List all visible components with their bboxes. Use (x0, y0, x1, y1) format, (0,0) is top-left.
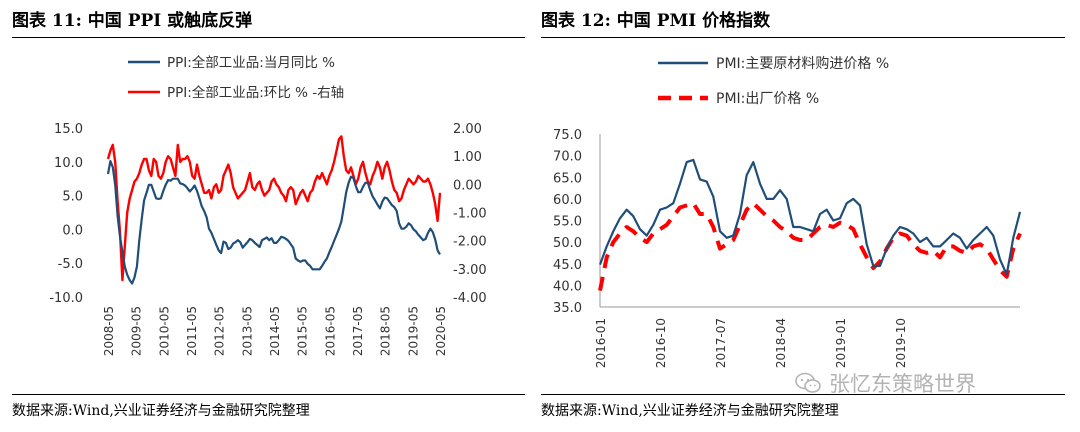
right-y-tick-label: -3.00 (453, 263, 487, 278)
right-source-note: 数据来源:Wind,兴业证券经济与金融研究院整理 (541, 403, 839, 419)
left-x-tick-label: 2017-05 (351, 306, 365, 356)
left-y-tick-label: 0.0 (62, 223, 83, 238)
pmi-x-tick-label: 2019-01 (834, 318, 848, 368)
pmi-y-tick-label: 45.0 (553, 258, 582, 273)
left-chart-title: 图表 11: 中国 PPI 或触底反弹 (12, 11, 253, 31)
left-x-tick-label: 2016-05 (323, 306, 337, 356)
legend-pmi-input-label: PMI:主要原材料购进价格 % (716, 56, 889, 72)
left-y-tick-label: -10.0 (49, 291, 83, 306)
pmi-output-price-line (598, 201, 1022, 291)
right-y-tick-label: 1.00 (453, 150, 482, 165)
left-x-tick-label: 2015-05 (296, 306, 310, 356)
pmi-y-tick-label: 55.0 (553, 215, 582, 230)
right-y-tick-label: -2.00 (453, 235, 487, 250)
left-title-rule (12, 37, 525, 38)
left-x-tick-label: 2020-05 (434, 306, 448, 356)
right-y-tick-label: 0.00 (453, 178, 482, 193)
left-y-tick-label: 5.0 (62, 190, 83, 205)
pmi-x-tick-label: 2016-01 (594, 318, 608, 368)
legend-ppi-mom-label: PPI:全部工业品:环比 % -右轴 (167, 84, 344, 101)
pmi-y-tick-label: 75.0 (553, 128, 582, 143)
pmi-y-tick-label: 35.0 (553, 301, 582, 316)
pmi-y-tick-label: 70.0 (553, 150, 582, 165)
ppi-yoy-line (106, 160, 441, 285)
left-x-tick-label: 2018-05 (379, 306, 393, 356)
left-source-note: 数据来源:Wind,兴业证券经济与金融研究院整理 (12, 403, 310, 419)
right-y-tick-label: -4.00 (453, 291, 487, 306)
right-y-tick-label: -1.00 (453, 207, 487, 222)
pmi-input-price-line (598, 158, 1022, 276)
right-y-tick-label: 2.00 (453, 122, 482, 137)
watermark: 张忆东策略世界 (795, 368, 976, 398)
right-title-rule (541, 37, 1065, 38)
pmi-y-tick-label: 50.0 (553, 236, 582, 251)
pmi-x-tick-label: 2018-04 (774, 318, 788, 368)
left-x-tick-label: 2014-05 (268, 306, 282, 356)
pmi-x-tick-label: 2016-10 (654, 318, 668, 368)
right-chart-title: 图表 12: 中国 PMI 价格指数 (541, 11, 771, 31)
pmi-y-tick-label: 60.0 (553, 193, 582, 208)
left-x-tick-label: 2011-05 (185, 306, 199, 356)
left-y-tick-label: 10.0 (54, 156, 83, 171)
legend-pmi-output-label: PMI:出厂价格 % (716, 91, 819, 107)
left-x-tick-label: 2019-05 (406, 306, 420, 356)
left-x-tick-label: 2012-05 (213, 306, 227, 356)
wechat-icon (795, 372, 821, 393)
left-x-tick-label: 2010-05 (157, 306, 171, 356)
pmi-x-tick-label: 2019-10 (894, 318, 908, 368)
left-x-tick-label: 2008-05 (102, 306, 116, 356)
left-y-tick-label: 15.0 (54, 122, 83, 137)
left-x-tick-label: 2013-05 (240, 306, 254, 356)
pmi-x-tick-label: 2017-07 (714, 318, 728, 368)
right-source-rule (541, 394, 1065, 395)
pmi-y-tick-label: 40.0 (553, 279, 582, 294)
left-source-rule (12, 394, 525, 395)
left-x-tick-label: 2009-05 (130, 306, 144, 356)
ppi-mom-line (106, 135, 442, 282)
legend-ppi-yoy-label: PPI:全部工业品:当月同比 % (167, 54, 335, 71)
watermark-text: 张忆东策略世界 (829, 372, 976, 396)
left-y-tick-label: -5.0 (58, 257, 83, 272)
pmi-y-tick-label: 65.0 (553, 171, 582, 186)
